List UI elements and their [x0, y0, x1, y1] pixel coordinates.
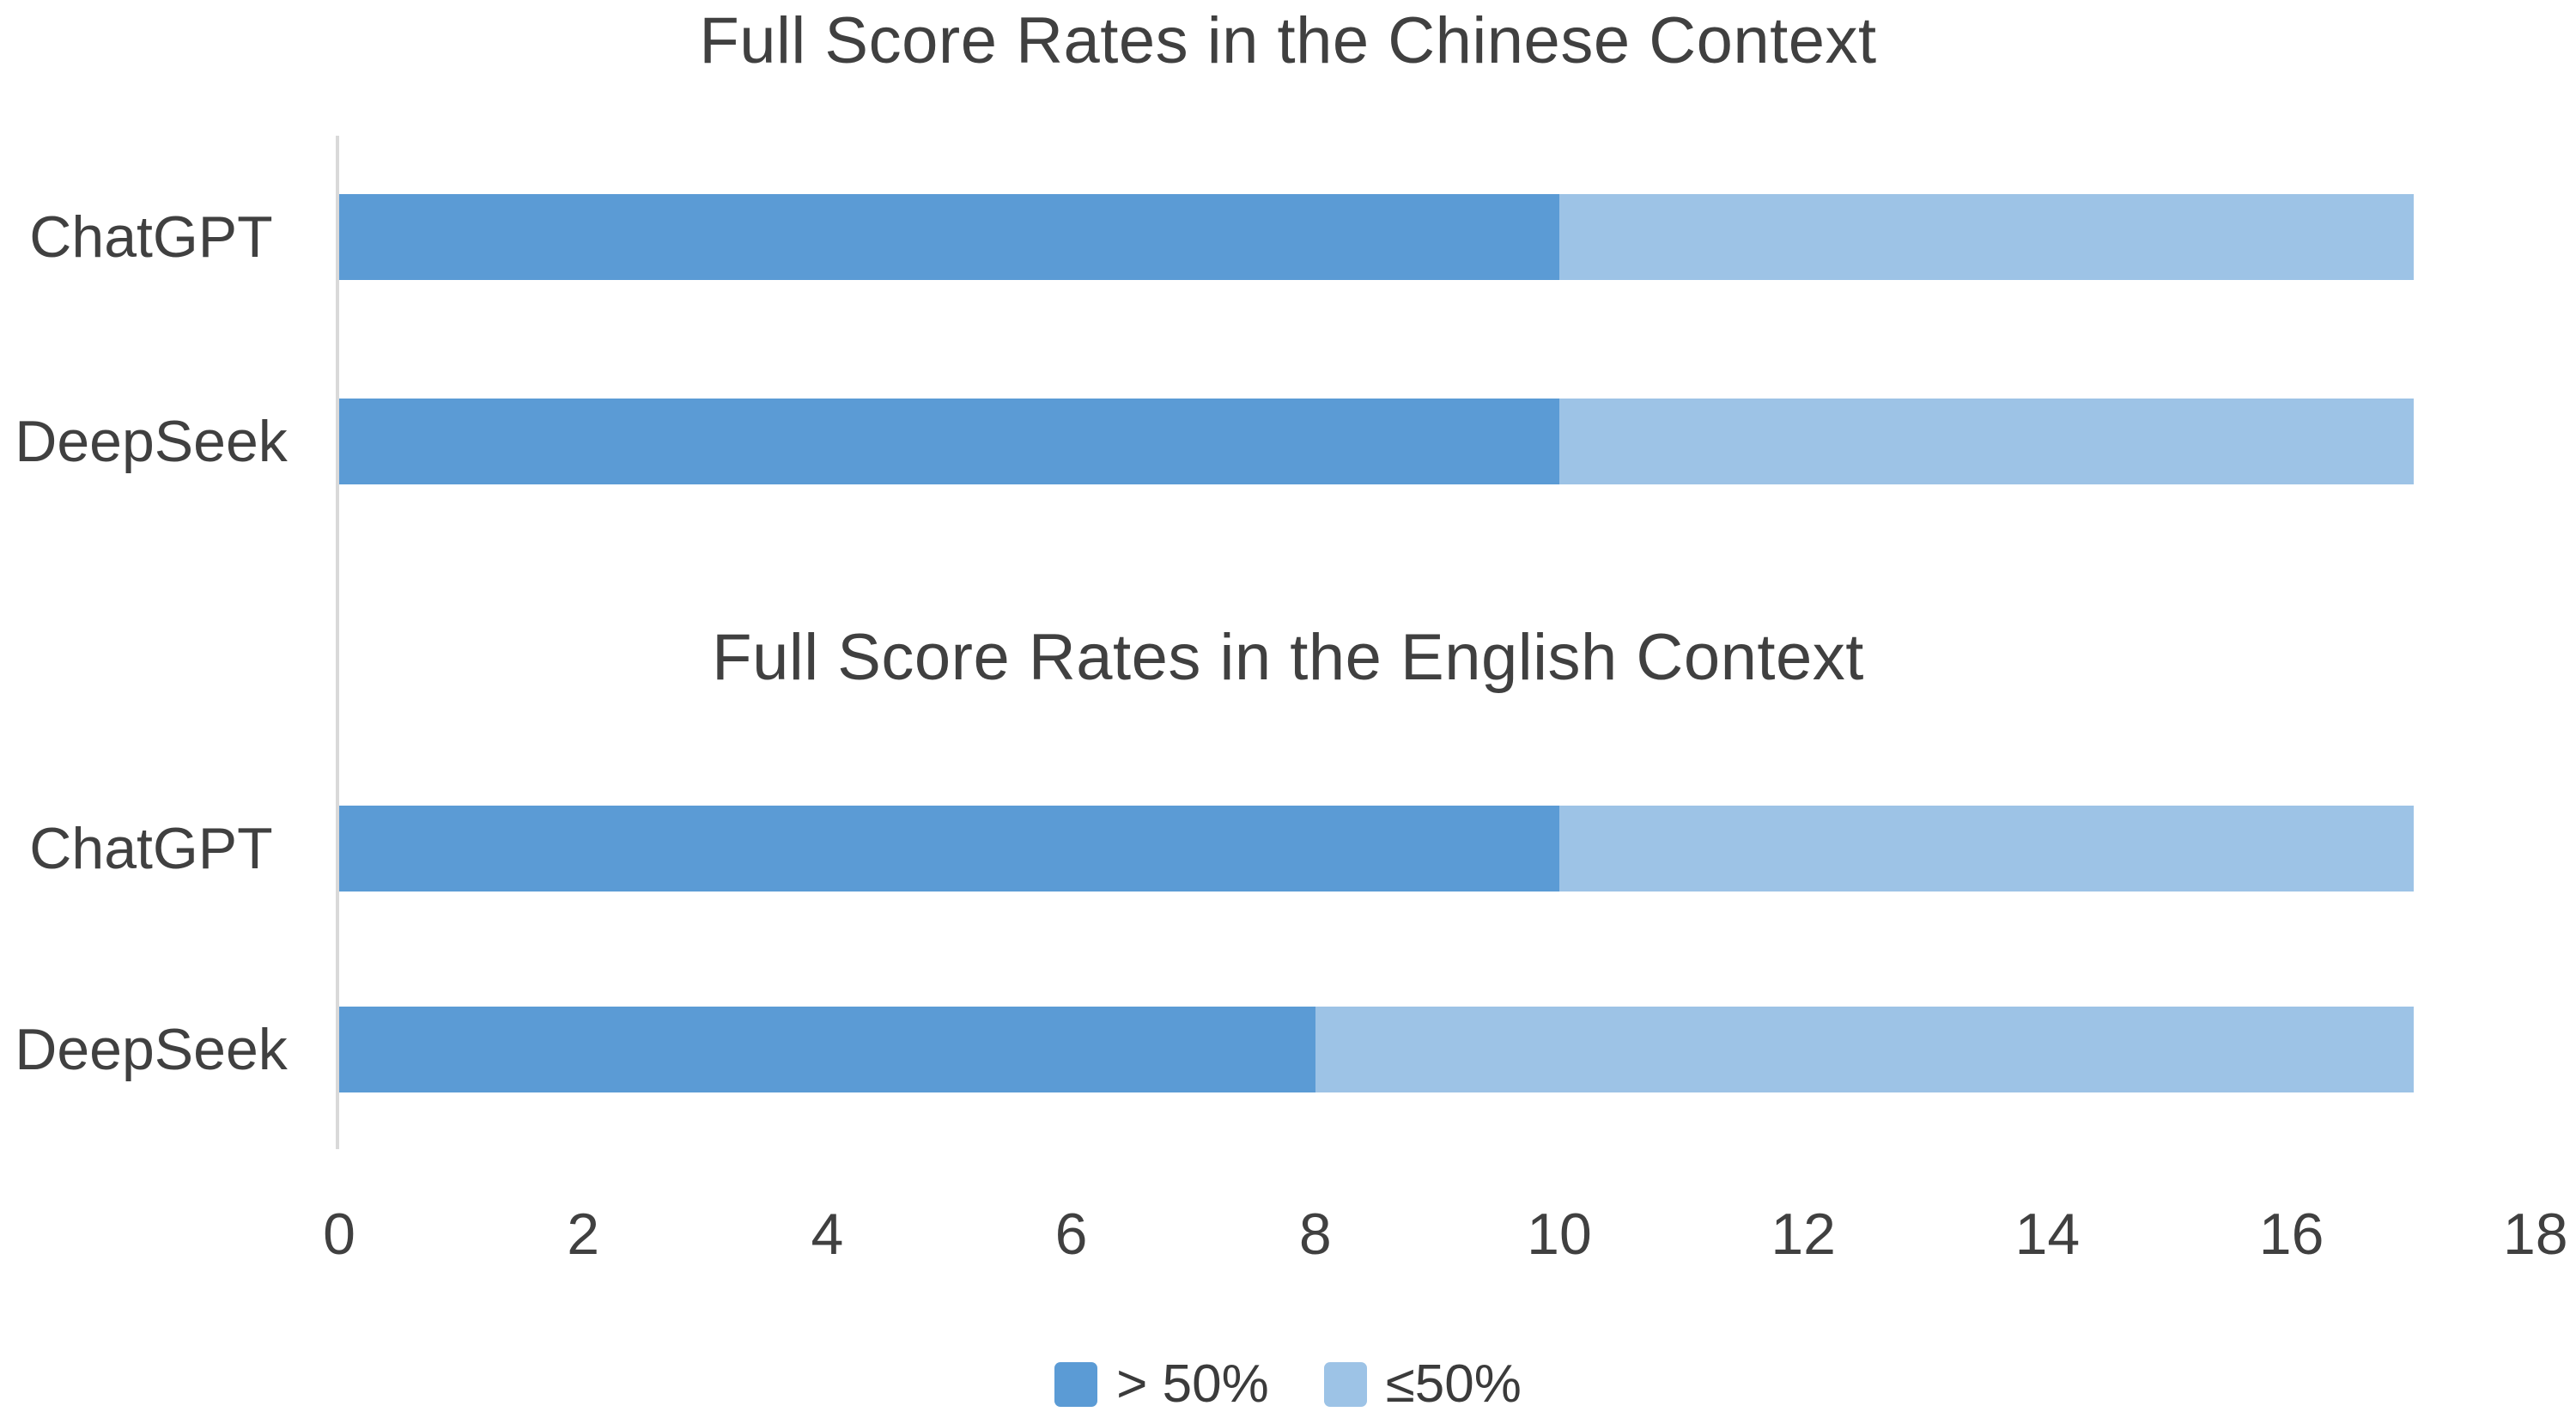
- bar-segment-english-chatgpt-gt50: [339, 806, 1559, 892]
- category-label-chinese-chatgpt: ChatGPT: [29, 204, 273, 270]
- x-tick-label-18: 18: [2502, 1202, 2568, 1267]
- bar-segment-chinese-chatgpt-gt50: [339, 194, 1559, 280]
- x-tick-label-14: 14: [2014, 1202, 2081, 1267]
- legend-swatch-gt50-icon: [1054, 1361, 1098, 1407]
- x-tick-label-6: 6: [1054, 1202, 1088, 1267]
- category-label-english-deepseek: DeepSeek: [15, 1017, 288, 1082]
- category-label-english-chatgpt: ChatGPT: [29, 816, 273, 881]
- y-axis-line: [336, 136, 339, 1149]
- x-tick-label-0: 0: [323, 1202, 355, 1267]
- x-tick-label-12: 12: [1771, 1202, 1837, 1267]
- chinese-context-title: Full Score Rates in the Chinese Context: [699, 4, 1877, 77]
- category-label-chinese-deepseek: DeepSeek: [15, 409, 288, 474]
- bar-segment-english-deepseek-le50: [1315, 1007, 2414, 1092]
- legend-item-gt50: > 50%: [1054, 1354, 1269, 1415]
- x-tick-label-2: 2: [567, 1202, 600, 1267]
- legend-label-le50: ≤50%: [1385, 1354, 1522, 1414]
- legend-item-le50: ≤50%: [1323, 1354, 1522, 1415]
- bar-segment-english-chatgpt-le50: [1559, 806, 2414, 892]
- legend-label-gt50: > 50%: [1116, 1354, 1269, 1414]
- bar-segment-chinese-chatgpt-le50: [1559, 194, 2414, 280]
- english-context-title: Full Score Rates in the English Context: [712, 621, 1864, 694]
- legend-swatch-le50-icon: [1323, 1361, 1367, 1407]
- x-tick-label-4: 4: [811, 1202, 844, 1267]
- x-tick-label-10: 10: [1527, 1202, 1592, 1267]
- legend: > 50% ≤50%: [0, 1354, 2576, 1415]
- x-tick-label-8: 8: [1298, 1202, 1332, 1267]
- x-tick-label-16: 16: [2258, 1202, 2324, 1267]
- bar-segment-chinese-deepseek-le50: [1559, 399, 2414, 484]
- bar-segment-english-deepseek-gt50: [339, 1007, 1315, 1092]
- bar-segment-chinese-deepseek-gt50: [339, 399, 1559, 484]
